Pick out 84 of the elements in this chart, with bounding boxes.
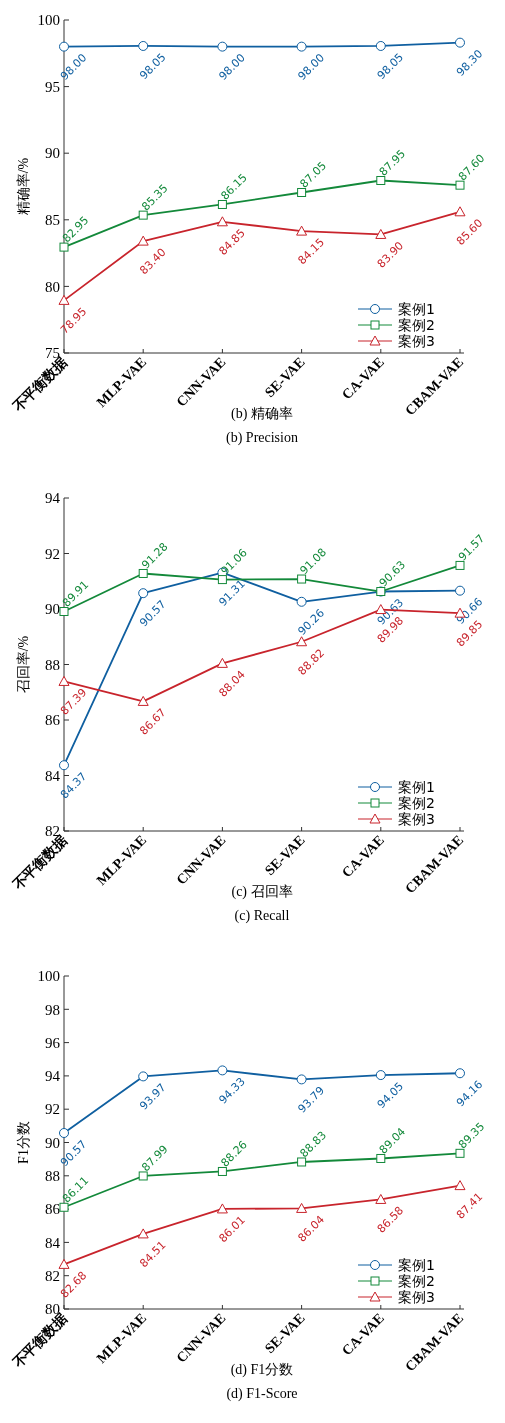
text: (b) Precision	[226, 430, 298, 446]
legend-label: 案例1	[398, 778, 435, 795]
point	[59, 760, 69, 771]
point	[455, 560, 465, 570]
y-tick-label: 100	[37, 968, 60, 985]
y-tick-label: 90	[45, 601, 60, 618]
y-tick-label: 92	[45, 545, 60, 562]
point	[376, 1153, 386, 1163]
y-tick-label: 94	[45, 490, 61, 507]
point	[296, 1074, 307, 1085]
y-tick-label: 85	[45, 212, 60, 229]
point	[454, 206, 466, 217]
point	[59, 1202, 69, 1212]
point	[217, 199, 227, 209]
point	[296, 596, 307, 607]
y-tick-label: 88	[45, 656, 60, 673]
point	[455, 180, 465, 190]
point	[138, 568, 148, 578]
y-tick-label: 86	[45, 712, 61, 729]
point	[216, 657, 228, 668]
text: (c) 召回率	[231, 884, 293, 900]
point	[297, 574, 307, 584]
point	[375, 1070, 386, 1081]
point	[375, 40, 386, 51]
point	[297, 1157, 307, 1167]
y-tick-label: 90	[45, 145, 60, 162]
y-tick-label: 84	[45, 1234, 61, 1251]
y-tick-label: 96	[45, 1034, 61, 1051]
point	[296, 636, 308, 647]
point	[137, 235, 149, 246]
legend-label: 案例1	[398, 1256, 435, 1273]
point	[59, 41, 69, 52]
text: (b) 精确率	[231, 406, 293, 422]
legend-label: 案例3	[398, 810, 435, 827]
legend-label: 案例3	[398, 332, 435, 349]
point	[138, 40, 149, 51]
point	[138, 588, 149, 599]
point	[455, 37, 465, 48]
y-axis-title: 召回率/%	[16, 635, 31, 694]
point	[216, 216, 228, 227]
point	[297, 187, 307, 197]
point	[138, 210, 148, 220]
y-tick-label: 80	[45, 278, 60, 295]
point	[138, 1171, 148, 1181]
point	[59, 1128, 69, 1139]
legend-label: 案例2	[398, 1272, 435, 1289]
y-tick-label: 86	[45, 1201, 61, 1218]
point	[454, 1180, 466, 1191]
point	[59, 607, 69, 616]
legend-label: 案例2	[398, 316, 435, 333]
point	[59, 242, 69, 252]
point	[217, 1166, 227, 1176]
point	[217, 41, 228, 52]
y-axis-title: F1分数	[16, 1121, 31, 1164]
y-tick-label: 95	[45, 78, 60, 95]
y-tick-label: 88	[45, 1168, 60, 1185]
point	[376, 176, 386, 186]
legend-label: 案例1	[398, 300, 435, 317]
point	[375, 228, 387, 239]
point	[455, 1068, 465, 1079]
y-tick-label: 92	[45, 1101, 60, 1118]
point	[375, 1193, 387, 1204]
point	[455, 1148, 465, 1158]
point	[296, 1202, 308, 1213]
point	[137, 1228, 149, 1239]
point	[216, 1203, 228, 1214]
point	[296, 225, 308, 236]
legend-label: 案例2	[398, 794, 435, 811]
y-tick-label: 84	[45, 767, 61, 784]
y-tick-label: 90	[45, 1134, 60, 1151]
legend-label: 案例3	[398, 1288, 435, 1305]
y-tick-label: 100	[37, 12, 60, 29]
point	[296, 41, 307, 52]
point	[138, 1071, 149, 1082]
y-tick-label: 98	[45, 1001, 60, 1018]
y-tick-label: 94	[45, 1068, 61, 1085]
y-axis-title: 精确率/%	[16, 157, 31, 216]
text: (c) Recall	[234, 908, 290, 924]
text: (d) F1-Score	[226, 1386, 298, 1402]
point	[217, 1065, 228, 1076]
point	[137, 695, 149, 706]
y-tick-label: 82	[45, 1267, 60, 1284]
point	[455, 585, 465, 596]
text: (d) F1分数	[230, 1362, 294, 1378]
